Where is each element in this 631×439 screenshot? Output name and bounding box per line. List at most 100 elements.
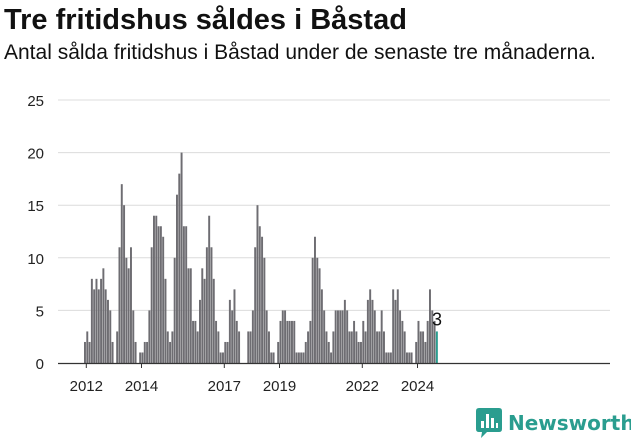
- bar: [134, 341, 137, 363]
- bar: [258, 226, 261, 363]
- bar: [256, 205, 259, 363]
- y-tick-label: 10: [27, 251, 44, 268]
- bar: [408, 352, 411, 363]
- bar: [369, 289, 372, 363]
- bar: [261, 236, 264, 363]
- bar: [318, 268, 321, 363]
- bar: [426, 320, 429, 363]
- bar: [300, 352, 303, 363]
- x-tick-label: 2019: [263, 378, 296, 395]
- bar: [341, 310, 344, 363]
- bar: [291, 320, 293, 363]
- bar: [304, 341, 307, 363]
- grid-lines: [58, 99, 610, 311]
- bar: [380, 310, 383, 363]
- bar: [90, 278, 93, 363]
- bar: [254, 247, 257, 363]
- bar: [376, 331, 379, 363]
- bar: [327, 341, 330, 363]
- bar: [180, 152, 183, 363]
- chart-subtitle: Antal sålda fritidshus i Båstad under de…: [4, 41, 596, 64]
- bar: [373, 310, 376, 363]
- bar: [295, 352, 298, 363]
- bar: [130, 247, 132, 363]
- bar: [203, 278, 206, 363]
- chart-title: Tre fritidshus såldes i Båstad: [4, 4, 407, 36]
- bar: [153, 215, 155, 363]
- bar: [332, 331, 335, 363]
- bar: [222, 352, 224, 363]
- bar: [215, 320, 218, 363]
- bar: [337, 310, 339, 363]
- x-tick-label: 2022: [346, 378, 379, 395]
- bar: [401, 320, 404, 363]
- bar: [192, 320, 195, 363]
- bar: [189, 268, 192, 363]
- bar: [371, 299, 374, 363]
- bar: [116, 331, 119, 363]
- bar: [281, 310, 284, 363]
- bar: [325, 331, 328, 363]
- bar: [196, 331, 199, 363]
- bar: [297, 352, 300, 363]
- bar: [389, 352, 392, 363]
- bar: [429, 289, 431, 363]
- bar: [123, 205, 126, 363]
- bar: [399, 310, 402, 363]
- bar: [182, 226, 185, 363]
- bar: [410, 352, 413, 363]
- bar: [139, 352, 142, 363]
- bar: [157, 226, 160, 363]
- bar: [268, 331, 270, 363]
- bar: [334, 310, 337, 363]
- bar: [288, 320, 291, 363]
- bar: [415, 341, 418, 363]
- bar: [148, 310, 151, 363]
- bar: [378, 331, 381, 363]
- bar: [104, 289, 107, 363]
- bar: [350, 331, 353, 363]
- x-tick-label: 2017: [208, 378, 241, 395]
- bar: [141, 352, 144, 363]
- bar: [125, 257, 128, 363]
- bar: [387, 352, 390, 363]
- bar-chart-logo-icon: [476, 408, 502, 438]
- bar: [146, 341, 149, 363]
- bar: [208, 215, 211, 363]
- bar: [93, 289, 96, 363]
- bar: [100, 278, 103, 363]
- bar: [362, 320, 365, 363]
- bar: [307, 331, 310, 363]
- bar: [277, 341, 280, 363]
- bar: [84, 341, 86, 363]
- bar: [212, 278, 215, 363]
- y-tick-label: 0: [36, 356, 44, 373]
- bar: [176, 194, 178, 363]
- y-tick-label: 25: [27, 93, 44, 110]
- bar: [392, 289, 395, 363]
- bar: [233, 289, 236, 363]
- bar: [219, 352, 222, 363]
- bar: [355, 331, 358, 363]
- bar: [185, 226, 188, 363]
- bar: [366, 299, 369, 363]
- bar: [86, 331, 89, 363]
- bar: [403, 331, 406, 363]
- bar: [346, 310, 349, 363]
- bar: [314, 236, 316, 363]
- bar: [95, 278, 98, 363]
- bar: [194, 320, 197, 363]
- bar: [433, 320, 436, 363]
- bar: [228, 299, 231, 363]
- y-axis-tick-labels: 0 5 10 15 20 25: [27, 93, 44, 373]
- bar: [385, 352, 388, 363]
- bar: [173, 257, 176, 363]
- bar: [406, 352, 408, 363]
- bar: [120, 184, 123, 363]
- bar: [155, 215, 158, 363]
- bar-highlight: [435, 331, 438, 363]
- bar: [166, 331, 169, 363]
- bar: [424, 341, 427, 363]
- bar: [422, 331, 425, 363]
